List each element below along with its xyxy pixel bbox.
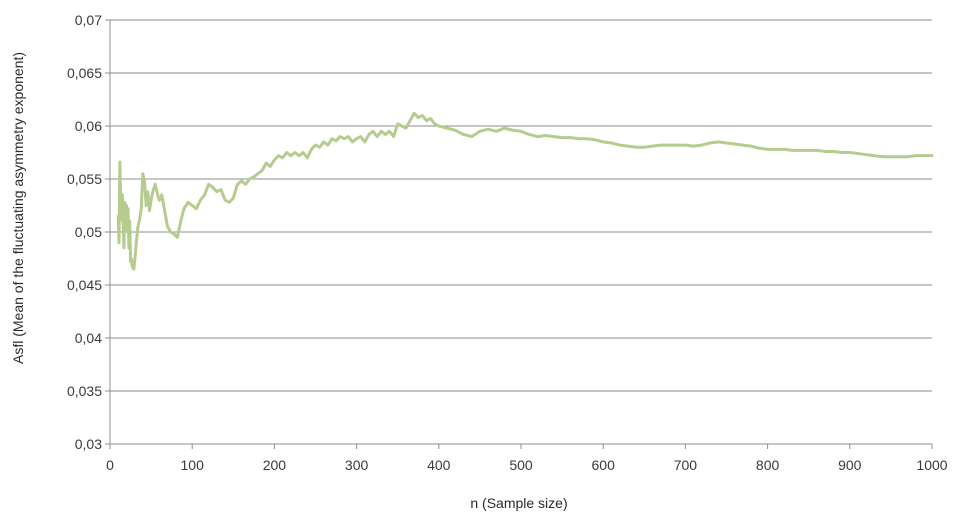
tick-labels: 0,03 0,035 0,04 0,045 0,05 0,055 0,06 0,065 0,07… — [67, 12, 948, 473]
y-tick-label: 0,04 — [75, 330, 102, 346]
x-tick-label: 1000 — [916, 457, 947, 473]
x-tick-label: 600 — [592, 457, 616, 473]
x-tick-label: 200 — [263, 457, 287, 473]
x-tick-label: 100 — [181, 457, 205, 473]
axes — [105, 19, 933, 449]
y-tick-label: 0,06 — [75, 118, 102, 134]
x-tick-label: 400 — [427, 457, 451, 473]
y-tick-label: 0,035 — [67, 383, 102, 399]
y-tick-label: 0,03 — [75, 436, 102, 452]
x-tick-label: 700 — [674, 457, 698, 473]
gridlines — [110, 19, 932, 445]
x-tick-label: 0 — [106, 457, 114, 473]
y-tick-label: 0,05 — [75, 224, 102, 240]
y-axis-title: Asfl (Mean of the fluctuating asymmetry … — [10, 52, 26, 364]
x-tick-label: 800 — [756, 457, 780, 473]
x-tick-label: 900 — [838, 457, 862, 473]
y-tick-label: 0,065 — [67, 65, 102, 81]
y-tick-label: 0,055 — [67, 171, 102, 187]
x-tick-label: 500 — [509, 457, 533, 473]
series-line — [116, 111, 934, 271]
series-layer — [116, 111, 934, 271]
y-tick-label: 0,045 — [67, 277, 102, 293]
x-axis-title: n (Sample size) — [470, 495, 567, 511]
y-tick-label: 0,07 — [75, 12, 102, 28]
x-tick-label: 300 — [345, 457, 369, 473]
